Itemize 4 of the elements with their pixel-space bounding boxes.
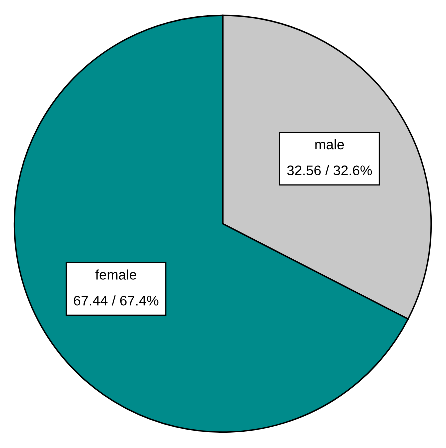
data-label: 67.44 / 67.4%	[74, 296, 159, 306]
data-label: 32.56 / 32.6%	[287, 165, 372, 176]
slice-label: male	[316, 139, 344, 150]
slice-label: female	[96, 270, 137, 280]
